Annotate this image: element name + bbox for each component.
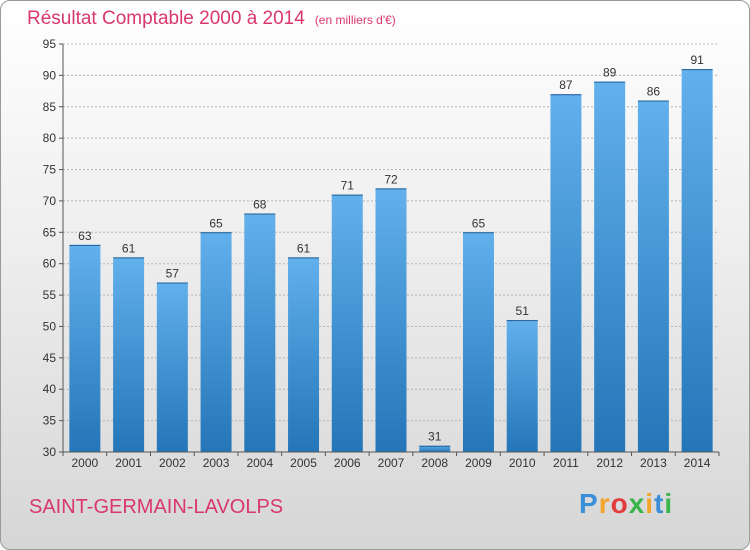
y-tick-label: 55 (43, 288, 57, 302)
chart-title-text: Résultat Comptable 2000 à 2014 (27, 8, 305, 29)
chart-unit: (en milliers d'€) (314, 13, 396, 27)
bars-layer (69, 69, 713, 453)
logo-letter: x (628, 488, 646, 519)
logo-letter: o (610, 488, 629, 519)
x-tick-label-2014: 2014 (684, 456, 711, 470)
x-tick-label-2011: 2011 (553, 456, 579, 470)
y-tick-label: 30 (43, 445, 57, 459)
x-tick-label-2002: 2002 (159, 456, 186, 470)
value-label-2004: 68 (253, 197, 267, 211)
x-tick-label-2006: 2006 (334, 456, 361, 470)
value-label-2005: 61 (297, 241, 311, 255)
value-label-2013: 86 (647, 84, 661, 98)
x-tick-label-2012: 2012 (596, 456, 623, 470)
value-label-2002: 57 (166, 267, 180, 281)
bar-2003 (200, 232, 232, 452)
y-tick-label: 45 (43, 351, 57, 365)
value-label-2008: 31 (428, 430, 442, 444)
chart-title: Résultat Comptable 2000 à 2014 (en millie… (27, 8, 396, 30)
bar-2008 (419, 445, 451, 452)
x-tick-label-2004: 2004 (246, 456, 273, 470)
value-label-2007: 72 (384, 172, 398, 186)
value-label-2006: 71 (341, 179, 355, 193)
bar-2004 (244, 213, 276, 452)
bar-2005 (288, 257, 320, 452)
x-tick-label-2010: 2010 (509, 456, 536, 470)
bar-2001 (113, 257, 145, 452)
logo-letter: i (664, 488, 674, 519)
x-tick-label-2001: 2001 (115, 456, 142, 470)
x-tick-label-2009: 2009 (465, 456, 492, 470)
axis-layer: 30 35 40 45 50 55 60 65 70 75 80 85 90 95 2000 2001 2002… (43, 37, 720, 470)
value-label-2009: 65 (472, 216, 486, 230)
logo-letter: t (654, 488, 665, 519)
bar-2000 (69, 244, 101, 452)
value-label-2012: 89 (603, 66, 617, 80)
x-tick-label-2005: 2005 (290, 456, 317, 470)
value-label-2001: 61 (122, 241, 136, 255)
logo-letter: i (645, 488, 655, 519)
bar-2012 (594, 81, 626, 453)
proxiti-logo: Proxiti (579, 488, 673, 520)
bar-2006 (331, 194, 363, 452)
x-tick-label-2013: 2013 (640, 456, 667, 470)
labels-layer: 63 61 57 65 68 61 71 72 31 65 51 87 89 86 91 (78, 53, 704, 444)
y-tick-label: 65 (43, 225, 57, 239)
x-tick-label-2007: 2007 (378, 456, 405, 470)
value-label-2000: 63 (78, 229, 92, 243)
value-label-2011: 87 (559, 78, 573, 92)
y-tick-label: 70 (43, 194, 57, 208)
logo-letter: r (598, 488, 611, 519)
value-label-2003: 65 (209, 216, 223, 230)
y-tick-label: 80 (43, 131, 57, 145)
y-tick-label: 35 (43, 414, 57, 428)
bar-2013 (637, 100, 669, 452)
y-tick-label: 75 (43, 163, 57, 177)
bar-2002 (156, 282, 188, 452)
y-tick-label: 90 (43, 68, 57, 82)
x-tick-label-2008: 2008 (421, 456, 448, 470)
bar-2014 (681, 69, 713, 452)
y-tick-label: 60 (43, 257, 57, 271)
y-tick-label: 95 (43, 37, 57, 51)
logo-letter: P (579, 488, 599, 519)
x-tick-label-2003: 2003 (203, 456, 230, 470)
bar-2009 (462, 232, 494, 452)
value-label-2010: 51 (516, 304, 530, 318)
x-tick-label-2000: 2000 (72, 456, 99, 470)
bar-2007 (375, 188, 407, 452)
y-tick-label: 50 (43, 319, 57, 333)
value-label-2014: 91 (690, 53, 704, 67)
y-tick-label: 85 (43, 100, 57, 114)
commune-name: SAINT-GERMAIN-LAVOLPS (29, 496, 284, 518)
bar-2011 (550, 94, 582, 452)
bar-2010 (506, 320, 538, 452)
y-tick-label: 40 (43, 382, 57, 396)
